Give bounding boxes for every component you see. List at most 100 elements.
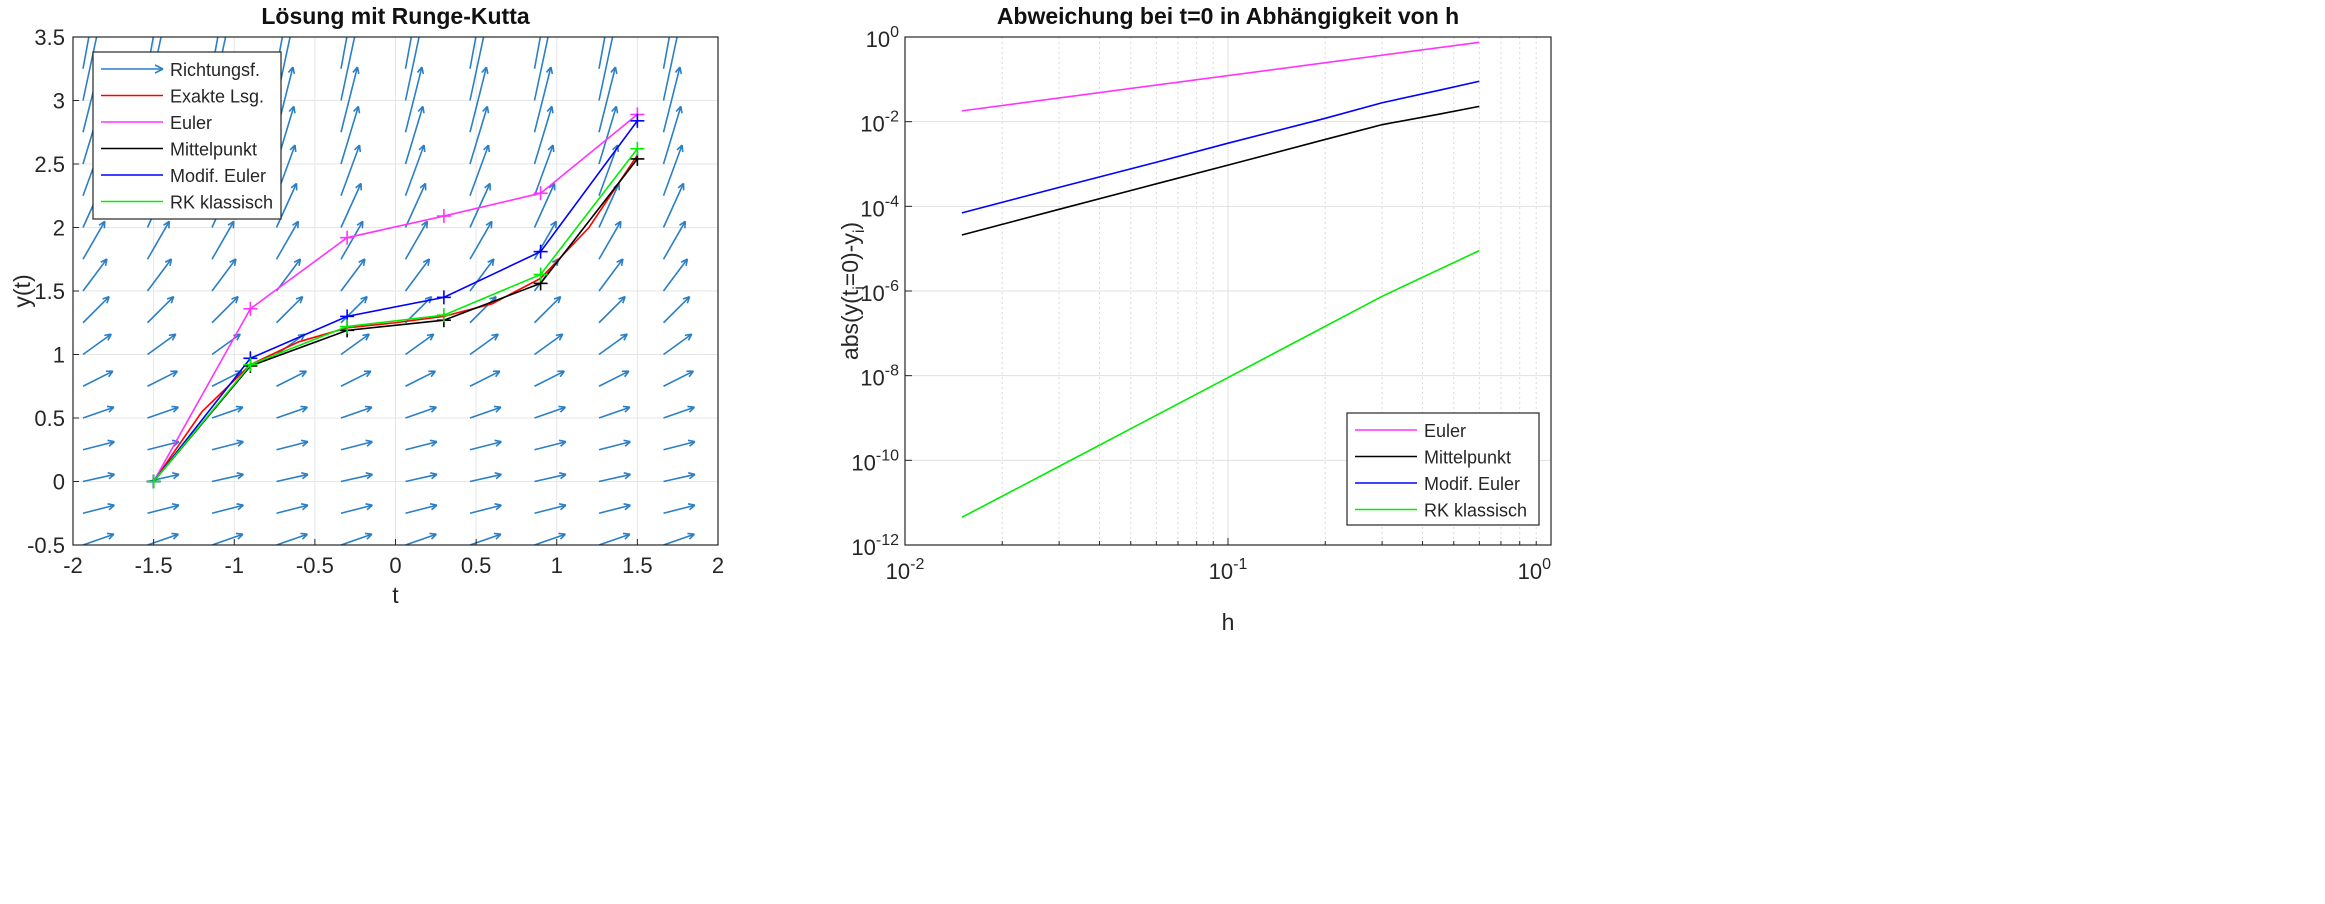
series-euler <box>961 41 1480 112</box>
quiver-arrow <box>275 295 304 324</box>
quiver-arrow <box>663 439 696 451</box>
quiver-arrow <box>534 532 566 545</box>
quiver-arrow <box>211 472 245 483</box>
quiver-arrow <box>211 405 244 419</box>
quiver-arrow <box>82 405 115 419</box>
y-tick-label: 10-6 <box>860 278 899 306</box>
legend-item: Euler <box>101 113 212 133</box>
quiver-arrow <box>404 66 425 133</box>
quiver-arrow <box>276 439 309 451</box>
data-point <box>243 357 258 372</box>
chart-right: 10-2 10-1 100 10-12 10-10 10-8 10-6 10-4 10-2 100… <box>837 3 1552 635</box>
quiver-arrow <box>598 405 631 419</box>
legend-item: Mittelpunkt <box>1355 448 1511 468</box>
x-axis-label: t <box>392 582 399 608</box>
quiver-arrow <box>146 295 175 324</box>
y-tick-label: 10-8 <box>860 363 899 391</box>
y-tick-label: 10-12 <box>851 532 899 560</box>
quiver-arrow <box>404 37 420 101</box>
y-tick-label: 3.5 <box>34 25 65 50</box>
legend-item: Richtungsf. <box>101 60 260 80</box>
quiver-arrow <box>340 37 348 69</box>
legend-label: Richtungsf. <box>170 60 260 80</box>
y-tick-label: 2.5 <box>34 152 65 177</box>
x-tick-label: 10-2 <box>886 556 925 584</box>
quiver-arrow <box>598 220 622 260</box>
quiver-arrow <box>534 503 567 515</box>
x-tick-label: -2 <box>63 553 83 578</box>
quiver-arrow <box>82 439 115 451</box>
y-tick-label: -0.5 <box>27 533 65 558</box>
quiver-arrow <box>662 37 678 101</box>
quiver-arrow <box>82 258 108 292</box>
quiver-arrow <box>404 37 413 69</box>
quiver-arrow <box>469 405 502 419</box>
quiver-arrow <box>211 532 244 545</box>
quiver-arrow <box>82 37 90 69</box>
quiver-arrow <box>662 105 683 165</box>
quiver-arrow <box>276 472 309 483</box>
x-tick-label: 10-1 <box>1209 556 1248 584</box>
quiver-arrow <box>533 182 556 228</box>
series-rk-klassisch <box>146 141 645 489</box>
quiver-arrow <box>598 370 630 387</box>
y-tick-label: 10-2 <box>860 109 899 137</box>
series-line <box>152 120 639 482</box>
y-axis-label: abs(y(ti=0)-yi) <box>837 222 868 360</box>
legend-label: RK klassisch <box>1424 501 1527 521</box>
quiver-arrow <box>275 220 300 260</box>
quiver-arrow <box>663 370 695 387</box>
quiver-arrow <box>340 333 370 356</box>
data-point <box>243 301 258 316</box>
quiver-arrow <box>276 532 308 545</box>
quiver-arrow <box>533 295 562 324</box>
legend-label: Euler <box>1424 421 1466 441</box>
x-tick-label: -1.5 <box>135 553 173 578</box>
quiver-arrow <box>469 182 491 228</box>
quiver-arrow <box>211 439 244 451</box>
quiver-arrow <box>663 333 693 356</box>
y-tick-label: 2 <box>53 216 65 241</box>
quiver-arrow <box>469 37 477 69</box>
quiver-arrow <box>533 144 555 197</box>
legend-item: RK klassisch <box>101 193 273 213</box>
legend-label: Modif. Euler <box>170 166 266 186</box>
series-line <box>153 148 639 483</box>
quiver-arrow <box>340 472 374 483</box>
quiver-arrow <box>469 220 493 260</box>
quiver-arrow <box>469 532 502 545</box>
legend-label: Mittelpunkt <box>170 140 257 160</box>
quiver-arrow <box>533 105 554 165</box>
legend-box <box>1346 412 1540 526</box>
quiver-arrow <box>275 182 298 228</box>
series-line <box>961 249 1480 519</box>
y-tick-label: 0.5 <box>34 406 65 431</box>
quiver-arrow <box>469 370 501 387</box>
quiver-arrow <box>662 66 683 133</box>
quiver-arrow <box>469 66 489 133</box>
y-tick-label: 1 <box>53 343 65 368</box>
quiver-arrow <box>211 295 239 324</box>
quiver-arrow <box>533 66 554 133</box>
chart-left: -2 -1.5 -1 -0.5 0 0.5 1 1.5 2 -0.5 0 0.5 1 1.5 2 2.5 3 3.… <box>9 3 724 608</box>
series-mittelpunkt <box>961 105 1480 236</box>
legend-item: Mittelpunkt <box>101 140 257 160</box>
series-line <box>152 113 638 482</box>
quiver-arrow <box>662 295 691 324</box>
quiver-arrow <box>340 144 362 197</box>
data-point <box>436 308 451 323</box>
legend-item: RK klassisch <box>1355 501 1527 521</box>
quiver-arrow <box>598 258 624 292</box>
legend-label: Modif. Euler <box>1424 474 1520 494</box>
quiver-arrow <box>211 333 241 356</box>
x-tick-label: 1.5 <box>622 553 653 578</box>
quiver-arrow <box>598 295 626 324</box>
quiver-arrow <box>276 370 308 387</box>
quiver-field <box>82 37 696 545</box>
quiver-arrow <box>340 439 373 451</box>
quiver-arrow <box>469 37 485 101</box>
quiver-arrow <box>405 503 438 515</box>
quiver-arrow <box>404 182 427 228</box>
quiver-arrow <box>405 532 437 545</box>
quiver-arrow <box>534 472 567 483</box>
